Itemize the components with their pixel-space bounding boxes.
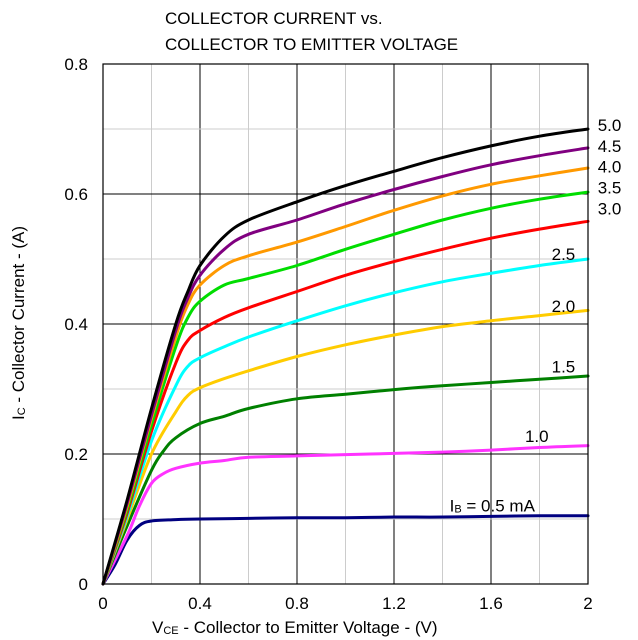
series-label-ib-2-5: 2.5 [552, 245, 576, 264]
y-axis-label-sub: C [16, 407, 28, 415]
y-tick-label: 0.2 [64, 445, 88, 464]
series-line-ib-1-5 [101, 374, 590, 586]
ib-annotation: IB = 0.5 mA [450, 496, 536, 515]
chart-title-line-1: COLLECTOR CURRENT vs. [165, 9, 383, 28]
series-line-ib-2-0 [101, 308, 590, 586]
ib-annotation-sub: B [454, 503, 461, 515]
series-label-ib-1-0: 1.0 [525, 427, 549, 446]
series-label-ib-5-0: 5.0 [598, 116, 622, 135]
x-tick-label: 1.6 [479, 594, 503, 613]
x-axis-label-main: V [152, 618, 164, 637]
curve-labels: 5.0 4.5 4.0 3.53.0 2.5 2.0 1.5 1.0 IB = 0.5 mA [450, 116, 622, 515]
series-line-ib-0-5 [101, 514, 590, 586]
ib-annotation-rest: = 0.5 mA [462, 496, 536, 515]
series-label-ib-3-5: 3.5 [598, 179, 622, 198]
y-tick-label: 0.8 [64, 55, 88, 74]
y-tick-label: 0.6 [64, 185, 88, 204]
series-label-ib-3-0: 3.0 [598, 199, 622, 218]
y-axis-label-rest: - Collector Current - (A) [9, 226, 28, 407]
curves [101, 127, 590, 586]
series-label-ib-1-5: 1.5 [552, 357, 576, 376]
x-axis-label: VCE - Collector to Emitter Voltage - (V) [152, 618, 438, 637]
y-tick-label: 0.4 [64, 315, 88, 334]
x-axis-label-rest: - Collector to Emitter Voltage - (V) [179, 618, 438, 637]
y-axis-label-main: I [9, 415, 28, 420]
x-tick-label: 0 [98, 594, 107, 613]
series-line-ib-4-5 [101, 146, 590, 586]
y-tick-label: 0 [79, 575, 88, 594]
x-tick-label: 2 [583, 594, 592, 613]
series-line-ib-2-5 [101, 257, 590, 586]
tick-labels: 0 0.4 0.8 1.2 1.6 2 0 0.2 0.4 0.6 0.8 [64, 55, 592, 613]
series-label-ib-2-0: 2.0 [552, 297, 576, 316]
series-label-ib-4-5: 4.5 [598, 137, 622, 156]
x-tick-label: 0.8 [285, 594, 309, 613]
series-line-ib-3-0 [101, 219, 590, 586]
y-axis-label: IC - Collector Current - (A) [9, 226, 28, 420]
series-label-ib-4-0: 4.0 [598, 158, 622, 177]
series-line-ib-5-0 [101, 127, 590, 586]
x-tick-label: 0.4 [188, 594, 212, 613]
x-tick-label: 1.2 [382, 594, 406, 613]
chart-title-line-2: COLLECTOR TO EMITTER VOLTAGE [165, 35, 458, 54]
ib-annotation-main: I [450, 496, 455, 515]
x-axis-label-sub: CE [163, 625, 178, 637]
series-line-ib-3-5 [101, 190, 590, 586]
series-line-ib-1-0 [101, 444, 590, 586]
plot-frame [102, 63, 589, 585]
grid [103, 64, 588, 584]
